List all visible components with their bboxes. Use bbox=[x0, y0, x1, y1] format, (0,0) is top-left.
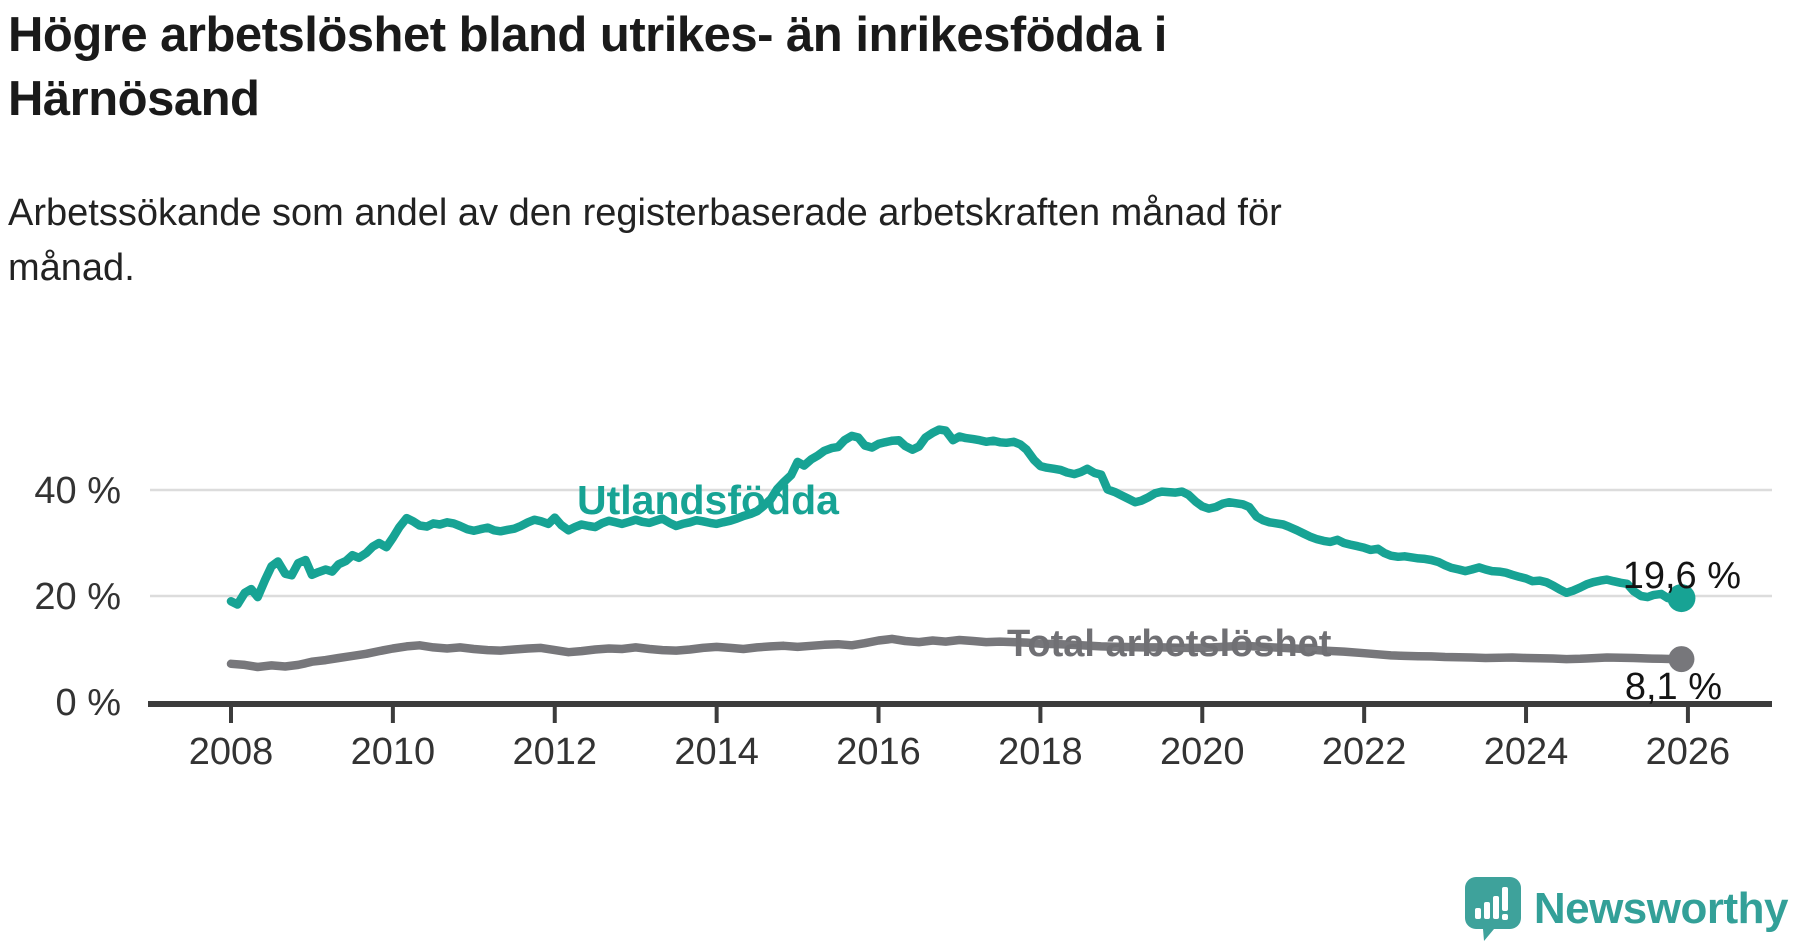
y-axis-label-20: 20 % bbox=[34, 576, 121, 618]
x-axis-label-2020: 2020 bbox=[1160, 731, 1245, 773]
exclamation-dot bbox=[1501, 914, 1508, 920]
series-line-utlandsfodda bbox=[226, 425, 1686, 609]
x-axis-label-2014: 2014 bbox=[674, 731, 759, 773]
series-label-total: Total arbetslöshet bbox=[1007, 623, 1332, 665]
chart-subtitle-line2: månad. bbox=[8, 247, 135, 290]
chart-title-line1: Högre arbetslöshet bland utrikes- än inr… bbox=[8, 8, 1167, 62]
end-dot-utlandsfodda bbox=[1667, 584, 1696, 613]
x-axis-label-2010: 2010 bbox=[351, 731, 436, 773]
end-dot-total bbox=[1668, 646, 1695, 673]
x-axis-label-2026: 2026 bbox=[1646, 731, 1731, 773]
newsworthy-logo: Newsworthy bbox=[1464, 876, 1789, 942]
newsworthy-wordmark: Newsworthy bbox=[1533, 884, 1789, 933]
series-label-utlandsfodda: Utlandsfödda bbox=[577, 477, 840, 523]
y-axis-label-0: 0 % bbox=[56, 682, 121, 724]
chart-title: Högre arbetslöshet bland utrikes- än inr… bbox=[8, 4, 1528, 131]
series-line-total bbox=[226, 634, 1686, 672]
end-value-label-utlandsfodda: 19,6 % bbox=[1623, 555, 1741, 597]
x-axis-label-2012: 2012 bbox=[512, 731, 597, 773]
x-axis-label-2016: 2016 bbox=[836, 731, 921, 773]
x-axis-label-2022: 2022 bbox=[1322, 731, 1407, 773]
end-value-label-total: 8,1 % bbox=[1625, 666, 1722, 708]
x-axis-label-2024: 2024 bbox=[1484, 731, 1569, 773]
newsworthy-bubble-icon bbox=[1464, 877, 1521, 941]
chart-title-line2: Härnösand bbox=[8, 71, 260, 126]
bar-chart-glyph bbox=[1474, 887, 1508, 920]
chart-subtitle-line1: Arbetssökande som andel av den registerb… bbox=[8, 192, 1282, 234]
exclamation-bar bbox=[1501, 887, 1508, 911]
chart-subtitle: Arbetssökande som andel av den registerb… bbox=[8, 186, 1528, 296]
y-axis-label-40: 40 % bbox=[34, 470, 121, 512]
x-axis-label-2008: 2008 bbox=[189, 731, 274, 773]
x-axis-label-2018: 2018 bbox=[998, 731, 1083, 773]
